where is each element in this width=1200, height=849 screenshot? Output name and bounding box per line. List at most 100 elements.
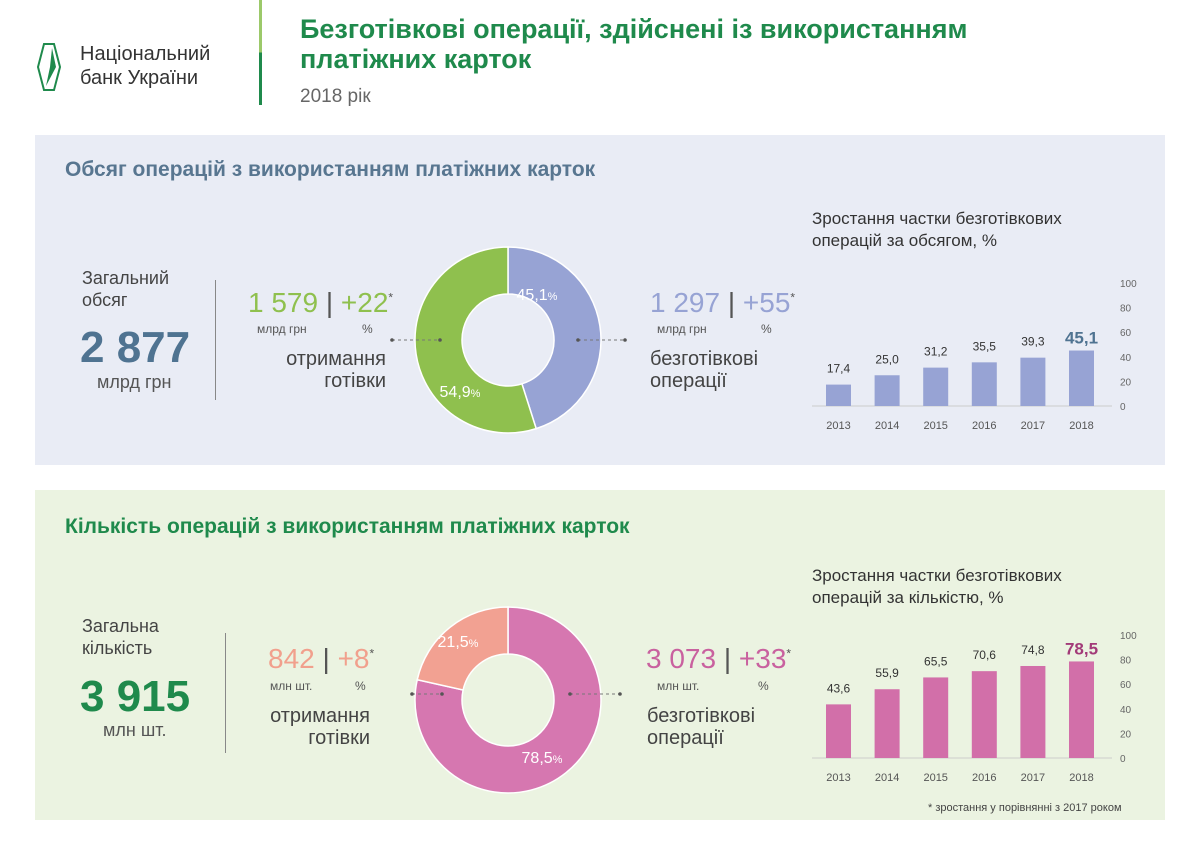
y-tick-label: 100 bbox=[1120, 279, 1137, 290]
x-tick-label: 2013 bbox=[826, 420, 850, 432]
header-divider bbox=[259, 0, 262, 105]
bar bbox=[1020, 357, 1046, 406]
bar bbox=[826, 384, 851, 406]
count-donut-chart: 78,5% 21,5% bbox=[410, 606, 622, 794]
chart-title-line-1: Зростання частки безготівкових bbox=[812, 566, 1062, 585]
x-tick-label: 2014 bbox=[875, 772, 899, 784]
bar-value-label: 65,5 bbox=[924, 654, 948, 668]
count-total-label: Загальна кількість bbox=[82, 615, 159, 659]
footnote-marker: * bbox=[786, 646, 792, 661]
noncash-value: 1 297 bbox=[650, 287, 721, 318]
leader-dot bbox=[576, 338, 580, 342]
footnote: * зростання у порівнянні з 2017 роком bbox=[928, 802, 1122, 814]
leader-dot bbox=[568, 692, 572, 696]
caption-line-1: безготівкові bbox=[647, 705, 756, 727]
caption-line-1: отримання bbox=[286, 348, 386, 370]
caption-line-2: готівки bbox=[308, 727, 370, 749]
bar bbox=[874, 689, 900, 758]
count-bar-chart-title: Зростання частки безготівкових операцій з… bbox=[812, 565, 1062, 609]
cash-change: +22 bbox=[340, 287, 389, 318]
bar bbox=[1069, 661, 1094, 758]
bar bbox=[971, 671, 997, 758]
caption-line-2: операції bbox=[647, 727, 724, 749]
title-line-2: платіжних карток bbox=[300, 44, 532, 74]
cash-share-label: 54,9% bbox=[440, 384, 481, 401]
leader-dot bbox=[438, 338, 442, 342]
volume-bar-chart: 0 20 40 60 80 100 17,4 2013 25,0 2014 31,2 2015 35,5… bbox=[812, 279, 1137, 432]
cash-slice bbox=[414, 246, 538, 434]
logo-text: Національний банк України bbox=[80, 42, 210, 90]
bar-value-label: 43,6 bbox=[827, 681, 851, 695]
bar-value-label: 35,5 bbox=[973, 339, 997, 353]
bar bbox=[1069, 350, 1094, 406]
logo-line-1: Національний bbox=[80, 43, 211, 65]
bar-value-label: 70,6 bbox=[973, 648, 997, 662]
bar-value-label: 74,8 bbox=[1021, 643, 1045, 657]
count-noncash-figures: 3 073 | +33* bbox=[646, 643, 792, 674]
x-tick-label: 2017 bbox=[1021, 420, 1045, 432]
x-tick-label: 2015 bbox=[923, 772, 947, 784]
caption-line-2: готівки bbox=[324, 370, 386, 392]
count-title: Кількість операцій з використанням платі… bbox=[65, 515, 630, 538]
cash-change: +8 bbox=[337, 643, 370, 674]
total-label-line-1: Загальний bbox=[82, 268, 169, 288]
caption-line-1: отримання bbox=[270, 705, 370, 727]
noncash-share-label: 78,5% bbox=[522, 750, 563, 767]
x-tick-label: 2016 bbox=[972, 772, 996, 784]
noncash-share-label: 45,1% bbox=[517, 287, 558, 304]
chart-title-line-2: операцій за кількістю, % bbox=[812, 588, 1004, 607]
cash-slice bbox=[416, 606, 509, 691]
cash-value: 842 bbox=[268, 643, 315, 674]
cash-unit: млрд грн bbox=[257, 322, 307, 336]
bar-value-label: 39,3 bbox=[1021, 335, 1045, 349]
volume-cash-caption: отримання готівки bbox=[260, 348, 386, 392]
noncash-unit: млн шт. bbox=[657, 679, 700, 693]
noncash-slice bbox=[507, 246, 602, 430]
noncash-change: +33 bbox=[738, 643, 787, 674]
y-tick-label: 20 bbox=[1120, 729, 1132, 740]
bar-value-label: 17,4 bbox=[827, 362, 851, 376]
bar bbox=[971, 362, 997, 406]
cash-pct-unit: % bbox=[355, 679, 366, 693]
bar-value-label: 31,2 bbox=[924, 345, 948, 359]
noncash-slice bbox=[414, 606, 602, 794]
y-tick-label: 0 bbox=[1120, 754, 1126, 765]
volume-donut-chart: 45,1% 54,9% bbox=[390, 246, 627, 434]
y-tick-label: 20 bbox=[1120, 377, 1132, 388]
leader-dot bbox=[390, 338, 394, 342]
logo-line-2: банк України bbox=[80, 67, 199, 89]
x-tick-label: 2014 bbox=[875, 420, 899, 432]
total-label-line-1: Загальна bbox=[82, 616, 159, 636]
bar bbox=[826, 704, 851, 758]
y-tick-label: 40 bbox=[1120, 705, 1132, 716]
leader-dot bbox=[618, 692, 622, 696]
bar bbox=[874, 375, 900, 406]
cash-value: 1 579 bbox=[248, 287, 319, 318]
volume-noncash-caption: безготівкові операції bbox=[650, 348, 758, 392]
cash-pct-unit: % bbox=[362, 322, 373, 336]
bar-value-label: 55,9 bbox=[875, 666, 899, 680]
count-bar-chart: 0 20 40 60 80 100 43,6 2013 55,9 2014 65,5 2015 70,6… bbox=[812, 631, 1137, 784]
volume-total-value: 2 877 bbox=[80, 323, 191, 372]
x-tick-label: 2013 bbox=[826, 772, 850, 784]
bar bbox=[1020, 665, 1046, 758]
noncash-change: +55 bbox=[742, 287, 791, 318]
noncash-value: 3 073 bbox=[646, 643, 717, 674]
footnote-marker: * bbox=[369, 646, 375, 661]
leader-dot bbox=[623, 338, 627, 342]
bar bbox=[923, 367, 949, 406]
leader-dot bbox=[410, 692, 414, 696]
leader-dot bbox=[440, 692, 444, 696]
bar-value-label: 45,1 bbox=[1065, 329, 1098, 348]
bar-value-label: 78,5 bbox=[1065, 639, 1098, 658]
caption-line-1: безготівкові bbox=[650, 348, 759, 370]
count-cash-figures: 842 | +8* bbox=[268, 643, 375, 674]
cash-unit: млн шт. bbox=[270, 679, 313, 693]
caption-line-2: операції bbox=[650, 370, 727, 392]
count-panel bbox=[35, 490, 1165, 820]
nbu-logo-icon bbox=[36, 43, 62, 91]
x-tick-label: 2017 bbox=[1021, 772, 1045, 784]
y-tick-label: 0 bbox=[1120, 402, 1126, 413]
volume-bar-chart-title: Зростання частки безготівкових операцій з… bbox=[812, 208, 1062, 252]
y-tick-label: 40 bbox=[1120, 353, 1132, 364]
